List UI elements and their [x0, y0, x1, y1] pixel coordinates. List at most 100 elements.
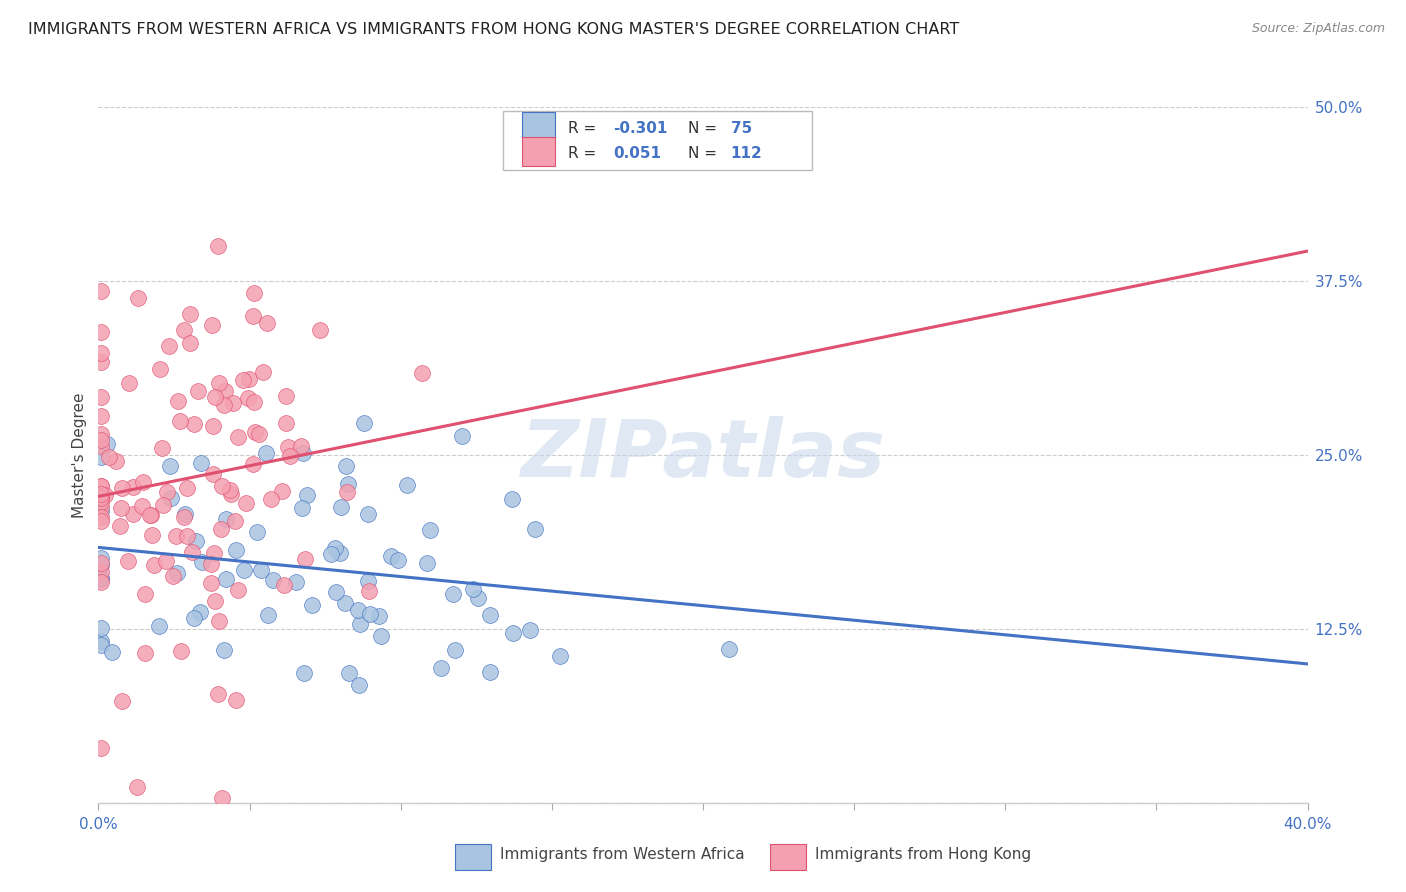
Point — [201, 318, 224, 333]
Point — [111, 481, 134, 495]
Point — [208, 376, 231, 390]
Point — [157, 339, 180, 353]
Point — [271, 484, 294, 499]
Point — [323, 541, 346, 555]
Point — [444, 643, 467, 657]
Point — [325, 585, 347, 599]
Point — [235, 496, 257, 510]
Point — [309, 324, 332, 338]
Point — [380, 549, 402, 563]
Point — [294, 552, 316, 566]
Point — [353, 416, 375, 430]
Point — [329, 546, 352, 560]
Text: Source: ZipAtlas.com: Source: ZipAtlas.com — [1251, 22, 1385, 36]
Point — [207, 239, 229, 253]
Point — [142, 558, 165, 572]
Point — [200, 557, 222, 571]
Point — [225, 543, 247, 558]
Point — [183, 611, 205, 625]
Point — [357, 574, 380, 588]
Point — [96, 436, 118, 450]
Point — [260, 491, 283, 506]
Point — [347, 678, 370, 692]
Point — [207, 687, 229, 701]
Point — [90, 326, 112, 340]
Point — [190, 456, 212, 470]
Point — [117, 553, 139, 567]
Point — [134, 647, 156, 661]
Point — [90, 491, 112, 505]
Point — [243, 285, 266, 300]
Text: N =: N = — [689, 146, 723, 161]
Point — [149, 362, 172, 376]
Point — [285, 575, 308, 590]
Point — [215, 512, 238, 526]
Point — [152, 498, 174, 512]
Text: ZIPatlas: ZIPatlas — [520, 416, 886, 494]
Point — [90, 439, 112, 453]
Text: 112: 112 — [731, 146, 762, 161]
Point — [90, 494, 112, 508]
Point — [232, 373, 254, 387]
Point — [105, 454, 128, 468]
Point — [243, 425, 266, 439]
Point — [209, 522, 232, 536]
Point — [170, 644, 193, 658]
Point — [224, 514, 246, 528]
Point — [274, 416, 297, 430]
Point — [357, 507, 380, 521]
Point — [211, 790, 233, 805]
Point — [717, 641, 740, 656]
Point — [346, 603, 368, 617]
Point — [295, 488, 318, 502]
Point — [148, 618, 170, 632]
Point — [451, 429, 474, 443]
Point — [125, 780, 148, 795]
Point — [90, 565, 112, 579]
Point — [191, 555, 214, 569]
Point — [370, 629, 392, 643]
Point — [169, 413, 191, 427]
Point — [90, 740, 112, 755]
Point — [183, 417, 205, 431]
FancyBboxPatch shape — [503, 111, 811, 169]
Point — [291, 501, 314, 516]
Point — [339, 665, 361, 680]
Point — [97, 450, 120, 465]
Point — [159, 458, 181, 473]
Point — [150, 441, 173, 455]
Point — [222, 396, 245, 410]
Point — [90, 633, 112, 648]
Point — [368, 609, 391, 624]
Point — [131, 475, 153, 489]
Point — [430, 661, 453, 675]
Point — [173, 323, 195, 337]
Point — [90, 515, 112, 529]
Point — [336, 485, 359, 500]
Point — [90, 390, 112, 404]
Point — [90, 571, 112, 585]
Point — [179, 336, 201, 351]
Point — [501, 491, 523, 506]
Point — [277, 441, 299, 455]
Point — [273, 578, 295, 592]
Point — [181, 545, 204, 559]
Point — [165, 529, 187, 543]
Point — [387, 553, 409, 567]
Point — [90, 450, 112, 465]
Point — [335, 596, 357, 610]
Point — [329, 500, 352, 515]
Point — [90, 551, 112, 566]
Point — [90, 574, 112, 589]
Point — [250, 564, 273, 578]
Point — [478, 665, 501, 680]
Point — [176, 529, 198, 543]
Point — [90, 558, 112, 572]
Point — [90, 509, 112, 524]
Y-axis label: Master's Degree: Master's Degree — [72, 392, 87, 517]
FancyBboxPatch shape — [456, 844, 492, 871]
Text: 0.051: 0.051 — [613, 146, 661, 161]
Point — [90, 487, 112, 501]
Point — [90, 354, 112, 368]
Point — [184, 534, 207, 549]
